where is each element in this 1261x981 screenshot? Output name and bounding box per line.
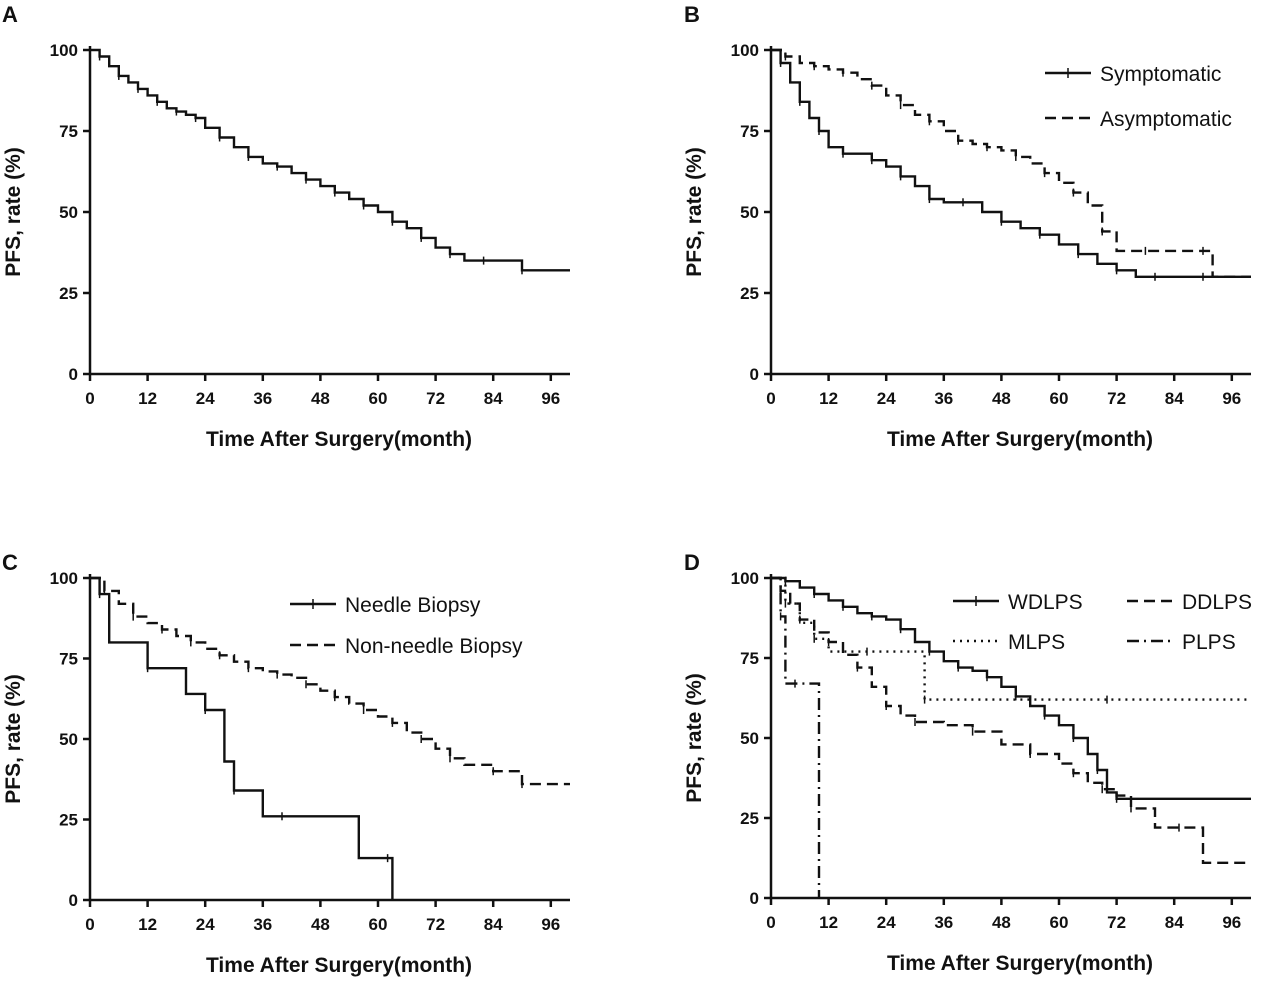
panel-letter: B [684,2,700,27]
x-tick-label: 12 [138,915,157,934]
x-tick-label: 48 [311,915,330,934]
x-tick-label: 0 [85,915,94,934]
y-tick-label: 50 [740,203,759,222]
panel-b: B 0 25 50 75 100 0 12 24 36 48 60 72 84 96 Time After S… [683,2,1251,451]
x-tick-label: 84 [1165,913,1184,932]
y-tick-label: 0 [69,365,78,384]
legend-label: Needle Biopsy [345,594,481,617]
x-tick-label: 48 [992,913,1011,932]
x-tick-label: 24 [877,389,896,408]
y-axis-title: PFS, rate (%) [683,147,706,277]
legend-label: Asymptomatic [1100,108,1232,131]
y-tick-label: 0 [750,889,759,908]
x-tick-label: 72 [426,915,445,934]
x-tick-label: 36 [253,389,272,408]
x-tick-label: 48 [992,389,1011,408]
legend-label: WDLPS [1008,591,1083,614]
x-tick-label: 60 [1050,913,1069,932]
y-axis-title: PFS, rate (%) [2,674,25,804]
y-tick-label: 100 [731,41,759,60]
x-tick-label: 84 [1165,389,1184,408]
panel-d: D 0 25 50 75 100 0 12 24 36 48 60 72 84 96 Time After S… [683,550,1252,975]
x-tick-label: 36 [253,915,272,934]
x-tick-label: 12 [819,389,838,408]
y-tick-label: 25 [59,284,78,303]
legend-label: PLPS [1182,631,1236,654]
y-tick-label: 50 [740,729,759,748]
legend-label: Symptomatic [1100,63,1221,86]
x-tick-label: 60 [1050,389,1069,408]
x-tick-label: 96 [541,389,560,408]
x-tick-label: 36 [934,913,953,932]
panel-letter: D [684,550,700,575]
series-line-all-patients [90,48,570,272]
x-tick-label: 24 [196,389,215,408]
series-line-non-needle-biopsy [90,576,570,786]
x-tick-label: 96 [1222,913,1241,932]
y-tick-label: 100 [50,569,78,588]
y-axis-title: PFS, rate (%) [683,673,706,803]
y-tick-label: 0 [69,891,78,910]
x-tick-label: 96 [541,915,560,934]
y-tick-label: 75 [59,650,78,669]
x-tick-label: 0 [766,913,775,932]
x-axis-title: Time After Surgery(month) [887,952,1153,975]
legend-label: Non-needle Biopsy [345,635,523,658]
y-tick-label: 0 [750,365,759,384]
y-tick-label: 25 [740,809,759,828]
x-tick-label: 24 [196,915,215,934]
panel-letter: A [2,2,18,27]
x-tick-label: 60 [369,915,388,934]
y-tick-label: 50 [59,730,78,749]
x-tick-label: 12 [138,389,157,408]
x-tick-label: 0 [766,389,775,408]
x-axis-title: Time After Surgery(month) [206,428,472,451]
series-line-needle-biopsy [90,576,394,900]
x-tick-label: 72 [426,389,445,408]
panel-c: C 0 25 50 75 100 0 12 24 36 48 60 72 84 96 Time After S… [2,550,570,977]
x-tick-label: 84 [484,389,503,408]
x-tick-label: 72 [1107,389,1126,408]
y-tick-label: 100 [50,41,78,60]
y-tick-label: 25 [740,284,759,303]
y-tick-label: 75 [740,649,759,668]
y-tick-label: 50 [59,203,78,222]
x-tick-label: 60 [369,389,388,408]
legend-label: MLPS [1008,631,1065,654]
panel-letter: C [2,550,18,575]
series-line-mlps [771,576,1251,701]
x-tick-label: 24 [877,913,896,932]
x-tick-label: 12 [819,913,838,932]
x-tick-label: 48 [311,389,330,408]
y-tick-label: 25 [59,811,78,830]
panel-a: A 0 25 50 75 100 0 12 24 36 48 60 72 84 96 Time After S… [2,2,570,451]
y-tick-label: 75 [59,122,78,141]
y-axis-title: PFS, rate (%) [2,147,25,277]
x-tick-label: 72 [1107,913,1126,932]
y-tick-label: 75 [740,122,759,141]
series-line-ddlps [771,576,1251,864]
x-axis-title: Time After Surgery(month) [206,954,472,977]
legend-label: DDLPS [1182,591,1252,614]
y-tick-label: 100 [731,569,759,588]
x-tick-label: 96 [1222,389,1241,408]
series-line-plps [771,576,821,898]
x-tick-label: 36 [934,389,953,408]
x-tick-label: 0 [85,389,94,408]
x-tick-label: 84 [484,915,503,934]
x-axis-title: Time After Surgery(month) [887,428,1153,451]
